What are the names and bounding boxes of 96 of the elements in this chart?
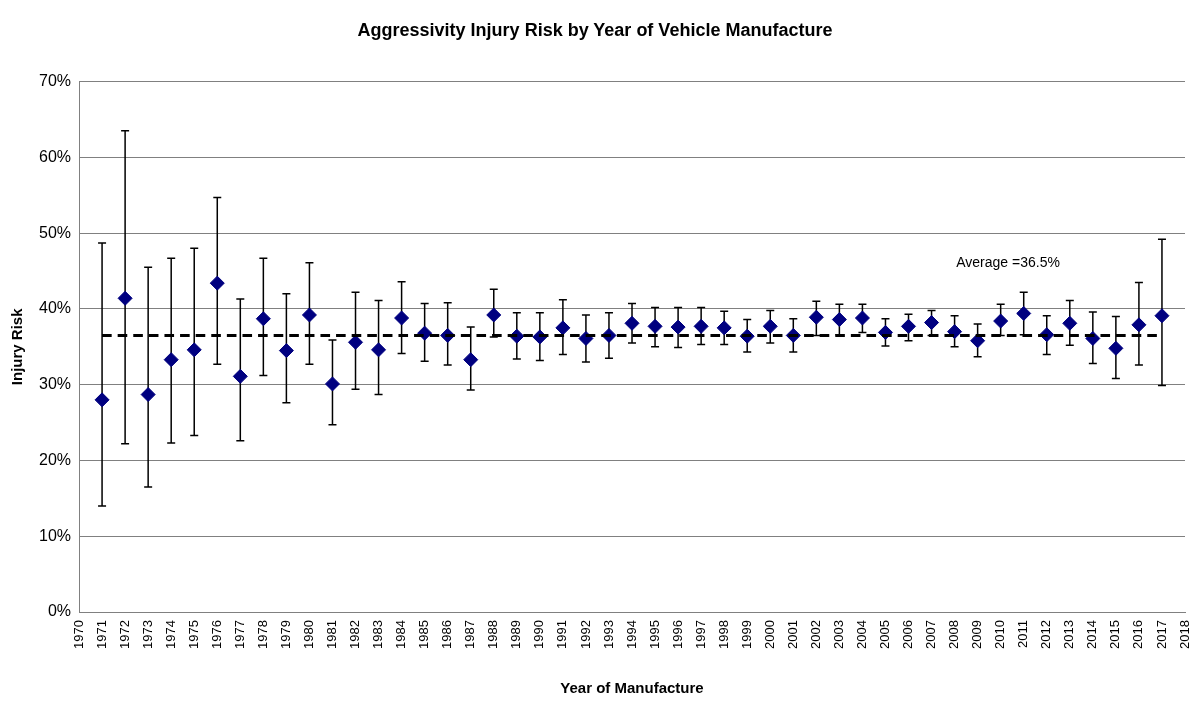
x-tick-label: 2010 xyxy=(992,620,1008,649)
y-axis-title: Injury Risk xyxy=(8,307,26,386)
point xyxy=(463,352,479,368)
point xyxy=(117,290,133,306)
point xyxy=(394,310,410,326)
point xyxy=(1131,317,1147,333)
x-tick-label: 1993 xyxy=(600,620,616,649)
x-tick-label: 2018 xyxy=(1176,620,1192,649)
x-tick-label: 2009 xyxy=(969,620,985,649)
y-tick-label: 0% xyxy=(47,602,72,620)
x-tick-label: 1998 xyxy=(715,620,731,649)
point xyxy=(209,275,225,291)
x-axis-title: Year of Manufacture xyxy=(560,679,704,697)
x-tick-label: 1991 xyxy=(554,620,570,649)
x-tick-label: 1999 xyxy=(738,620,754,649)
point xyxy=(1016,305,1032,321)
point xyxy=(232,368,248,384)
x-tick-label: 1972 xyxy=(116,620,132,649)
point xyxy=(255,311,271,327)
x-tick-label: 1990 xyxy=(531,620,547,649)
point xyxy=(278,343,294,359)
x-tick-label: 1979 xyxy=(277,620,293,649)
x-tick-label: 1992 xyxy=(577,620,593,649)
y-tick-label: 70% xyxy=(38,72,72,90)
y-tick-label: 10% xyxy=(38,526,72,544)
point xyxy=(693,318,709,334)
point xyxy=(831,312,847,328)
point xyxy=(762,318,778,334)
x-tick-label: 1976 xyxy=(208,620,224,649)
x-tick-label: 2015 xyxy=(1107,620,1123,649)
point xyxy=(555,320,571,336)
x-tick-label: 1988 xyxy=(485,620,501,649)
x-tick-label: 1986 xyxy=(439,620,455,649)
x-tick-label: 1982 xyxy=(347,620,363,649)
point xyxy=(140,387,156,403)
x-tick-label: 1980 xyxy=(301,620,317,649)
y-tick-label: 20% xyxy=(38,450,72,468)
x-tick-label: 1994 xyxy=(623,620,639,649)
x-tick-label: 2013 xyxy=(1061,620,1077,649)
x-tick-label: 1971 xyxy=(93,620,109,649)
y-tick-label: 30% xyxy=(38,375,72,393)
x-tick-label: 1977 xyxy=(231,620,247,649)
x-tick-label: 1984 xyxy=(393,620,409,649)
x-tick-label: 1970 xyxy=(70,620,86,649)
x-tick-label: 1974 xyxy=(162,620,178,649)
point xyxy=(1062,315,1078,331)
x-tick-label: 1973 xyxy=(139,620,155,649)
x-tick-label: 1995 xyxy=(646,620,662,649)
x-tick-label: 2014 xyxy=(1084,620,1100,649)
point xyxy=(808,309,824,325)
point xyxy=(163,352,179,368)
x-tick-label: 1981 xyxy=(324,620,340,649)
point xyxy=(486,307,502,323)
x-tick-label: 2003 xyxy=(830,620,846,649)
x-tick-label: 1997 xyxy=(692,620,708,649)
point xyxy=(924,315,940,331)
x-tick-label: 2002 xyxy=(807,620,823,649)
x-tick-label: 1985 xyxy=(416,620,432,649)
x-tick-label: 2012 xyxy=(1038,620,1054,649)
point xyxy=(301,307,317,323)
x-tick-label: 2016 xyxy=(1130,620,1146,649)
x-tick-label: 1983 xyxy=(370,620,386,649)
x-tick-label: 1987 xyxy=(462,620,478,649)
x-tick-label: 2007 xyxy=(923,620,939,649)
x-tick-label: 2000 xyxy=(761,620,777,649)
x-tick-label: 2017 xyxy=(1153,620,1169,649)
point xyxy=(647,318,663,334)
point xyxy=(947,324,963,340)
point xyxy=(670,319,686,335)
x-tick-label: 2008 xyxy=(946,620,962,649)
point xyxy=(970,333,986,349)
y-tick-label: 40% xyxy=(38,299,72,317)
x-tick-label: 1975 xyxy=(185,620,201,649)
x-tick-label: 1996 xyxy=(669,620,685,649)
x-tick-label: 1978 xyxy=(254,620,270,649)
point xyxy=(993,313,1009,329)
x-tick-label: 2006 xyxy=(900,620,916,649)
point xyxy=(1108,340,1124,356)
point xyxy=(186,342,202,358)
point xyxy=(94,392,110,408)
ref-line-label: Average =36.5% xyxy=(956,254,1060,271)
y-tick-label: 50% xyxy=(38,223,72,241)
x-tick-label: 2004 xyxy=(854,620,869,649)
point xyxy=(371,342,387,358)
x-tick-label: 2005 xyxy=(877,620,893,649)
x-tick-label: 2001 xyxy=(784,620,800,649)
chart-title: Aggressivity Injury Risk by Year of Vehicle Manufacture xyxy=(357,19,833,40)
point xyxy=(624,315,640,331)
point xyxy=(901,318,917,334)
point xyxy=(1154,308,1170,324)
point xyxy=(716,320,732,336)
point xyxy=(324,376,340,392)
x-tick-label: 2011 xyxy=(1015,620,1031,648)
x-tick-label: 1989 xyxy=(508,620,524,649)
y-tick-label: 60% xyxy=(38,147,72,165)
point xyxy=(854,310,870,326)
